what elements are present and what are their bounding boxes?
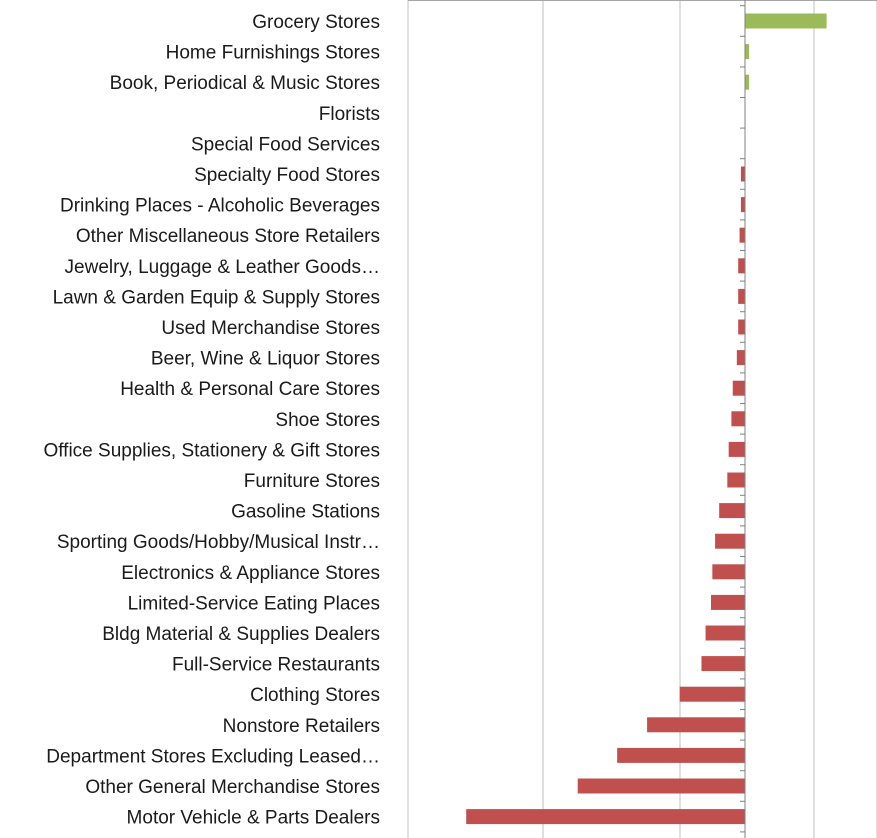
bar [745,74,750,90]
bar [617,747,745,763]
bar [738,258,745,274]
category-label: Book, Periodical & Music Stores [110,73,380,94]
bar [738,288,745,304]
bar [727,472,745,488]
bar [705,625,745,641]
category-label: Shoe Stores [275,410,380,431]
bars [466,13,827,825]
bar [745,13,827,29]
category-label: Bldg Material & Supplies Dealers [102,624,380,645]
category-label: Full-Service Restaurants [172,655,380,676]
bar [719,503,745,519]
category-label: Beer, Wine & Liquor Stores [151,349,380,370]
bar [712,564,745,580]
category-label: Motor Vehicle & Parts Dealers [127,808,380,829]
category-label: Lawn & Garden Equip & Supply Stores [53,287,380,308]
bar [577,778,745,794]
bar [731,411,745,427]
category-label: Other General Merchandise Stores [85,777,380,798]
category-label: Limited-Service Eating Places [128,593,380,614]
category-axis [740,0,746,838]
category-label: Sporting Goods/Hobby/Musical Instr… [57,532,380,553]
category-label: Electronics & Appliance Stores [121,563,380,584]
bar [736,350,745,366]
bar [728,441,745,457]
category-labels: Grocery Stores Home Furnishings Stores Boo… [43,12,380,829]
bar [732,380,745,396]
category-label: Office Supplies, Stationery & Gift Store… [43,440,380,461]
category-label: Other Miscellaneous Store Retailers [76,226,380,247]
category-label: Clothing Stores [250,685,380,706]
category-label: Jewelry, Luggage & Leather Goods… [65,257,380,278]
category-label: Furniture Stores [244,471,380,492]
gridlines [407,0,877,838]
category-label: Health & Personal Care Stores [120,379,380,400]
bar [739,227,745,243]
category-label: Home Furnishings Stores [166,43,380,64]
category-label: Grocery Stores [252,12,380,33]
category-label: Florists [319,104,380,125]
bar [679,686,745,702]
bar [711,594,745,610]
category-label: Department Stores Excluding Leased… [46,746,380,767]
category-label: Gasoline Stations [231,502,380,523]
bar [738,319,745,335]
category-label: Special Food Services [191,134,380,155]
category-label: Specialty Food Stores [194,165,380,186]
bar [740,197,745,213]
category-label: Drinking Places - Alcoholic Beverages [60,196,380,217]
category-label: Used Merchandise Stores [161,318,380,339]
category-label: Nonstore Retailers [223,716,380,737]
bar [740,166,745,182]
bar [715,533,745,549]
bar [745,44,750,60]
bar [701,656,745,672]
bar [647,717,745,733]
bar [466,809,745,825]
